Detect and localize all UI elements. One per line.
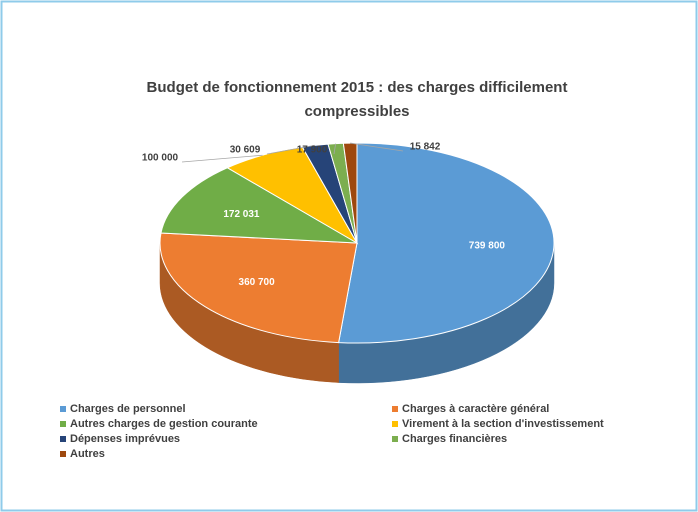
leader-line xyxy=(350,142,404,152)
pie-slice xyxy=(338,142,555,344)
legend-swatch xyxy=(392,406,398,412)
chart-title: Budget de fonctionnement 2015 : des char… xyxy=(147,79,568,120)
legend-swatch xyxy=(60,406,66,412)
legend-swatch xyxy=(392,421,398,427)
legend-swatch xyxy=(60,436,66,442)
legend-swatch xyxy=(60,451,66,457)
legend-label: Charges à caractère général xyxy=(402,403,549,415)
legend-swatch xyxy=(60,421,66,427)
data-label: 100 000 xyxy=(142,153,179,164)
pie-slice xyxy=(159,232,358,344)
leader-line xyxy=(181,154,263,163)
leader-line xyxy=(333,143,337,155)
pie-slice xyxy=(160,167,358,244)
data-label: 739 800 xyxy=(469,241,506,252)
legend-label: Autres xyxy=(70,448,105,460)
data-label: 17 900 xyxy=(297,145,328,156)
data-label: 172 031 xyxy=(223,209,260,220)
data-label: 30 609 xyxy=(230,145,261,156)
legend-label: Dépenses imprévues xyxy=(70,433,180,445)
legend-swatch xyxy=(392,436,398,442)
legend-label: Charges de personnel xyxy=(70,403,186,415)
data-label: 15 842 xyxy=(410,142,441,153)
legend-label: Virement à la section d'investissement xyxy=(402,418,604,430)
legend-label: Autres charges de gestion courante xyxy=(70,418,258,430)
data-label: 360 700 xyxy=(239,277,276,288)
legend-label: Charges financières xyxy=(402,433,507,445)
leader-line xyxy=(266,144,316,155)
